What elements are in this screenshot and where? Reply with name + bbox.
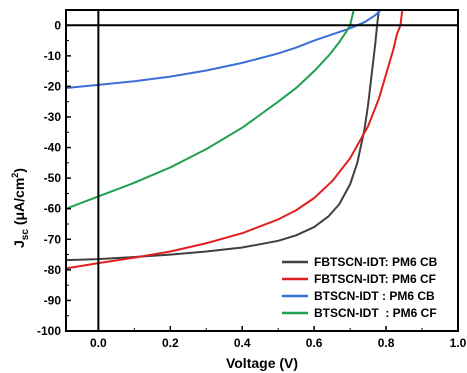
- legend-label-2: FBTSCN-IDT: PM6 CF: [314, 272, 436, 286]
- axes: [65, 9, 459, 332]
- y-tick-label: -60: [44, 202, 62, 216]
- y-axis-title-main: J: [11, 240, 27, 248]
- y-tick-label: -70: [44, 232, 62, 246]
- y-tick-label: -90: [44, 293, 62, 307]
- y-axis-title-sup: 2: [10, 173, 20, 178]
- series-line-3: [66, 10, 382, 89]
- x-tick-label: 0.0: [90, 336, 107, 350]
- y-tick-label: -50: [44, 171, 62, 185]
- legend: FBTSCN-IDT: PM6 CB FBTSCN-IDT: PM6 CF BTSC…: [282, 255, 438, 320]
- y-tick-label: -80: [44, 263, 62, 277]
- y-tick-label: 0: [54, 18, 61, 32]
- y-axis-title-end: ): [11, 168, 27, 173]
- y-tick-label: -30: [44, 110, 62, 124]
- x-tick-label: 0.4: [234, 336, 251, 350]
- series-line-1: [66, 10, 380, 262]
- x-tick-label: 0.2: [162, 336, 179, 350]
- x-tick-label: 0.8: [378, 336, 395, 350]
- y-axis-title-sub: sc: [20, 229, 31, 241]
- y-tick-label: -100: [37, 324, 61, 338]
- legend-label-1: FBTSCN-IDT: PM6 CB: [314, 255, 438, 269]
- y-tick-label: -10: [44, 49, 62, 63]
- x-tick-label: 1.0: [450, 336, 467, 350]
- plot-frame: [65, 9, 459, 332]
- ticks: 0 -10 -20 -30 -40 -50 -60 -70 -80 -90 -100 0.0 0.2 0.…: [37, 9, 467, 350]
- x-axis-title: Voltage (V): [226, 355, 298, 371]
- series-line-2: [66, 10, 404, 270]
- legend-label-3: BTSCN-IDT : PM6 CB: [314, 289, 435, 303]
- series-line-4: [66, 10, 355, 210]
- y-tick-label: -40: [44, 141, 62, 155]
- series-lines: [66, 10, 404, 270]
- legend-label-4: BTSCN-IDT : PM6 CF: [314, 306, 437, 320]
- y-axis-title: Jsc (μA/cm2): [10, 168, 31, 248]
- y-tick-label: -20: [44, 79, 62, 93]
- x-tick-label: 0.6: [306, 336, 323, 350]
- y-axis-title-units: (μA/cm: [11, 178, 27, 229]
